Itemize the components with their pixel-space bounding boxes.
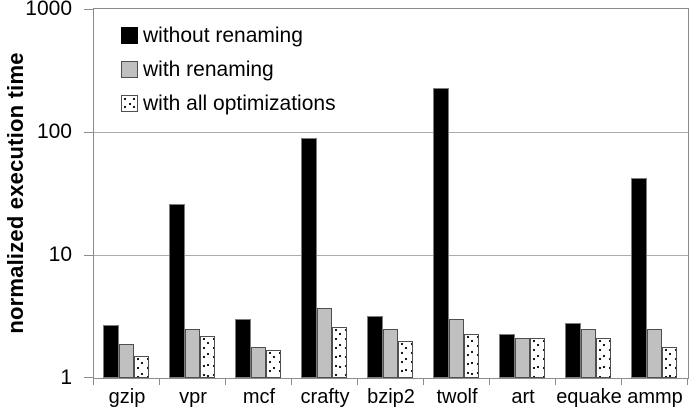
x-tick-label-gzip: gzip: [108, 386, 146, 408]
x-tick-label-crafty: crafty: [300, 386, 350, 408]
y-tick-label-1000: 1000: [25, 0, 72, 20]
x-tick-mark: [621, 379, 622, 385]
bar-equake-with-renaming: [580, 329, 596, 378]
bar-ammp-with-all-optimizations: [661, 346, 678, 378]
gridline-10: [94, 255, 688, 256]
y-tick-label-1: 1: [60, 366, 72, 389]
bar-vpr-with-renaming: [184, 329, 200, 378]
bar-mcf-with-renaming: [250, 346, 266, 378]
y-tick-mark: [84, 377, 94, 378]
bar-twolf-without-renaming: [433, 87, 449, 378]
x-tick-label-bzip2: bzip2: [367, 386, 415, 408]
x-tick-mark: [357, 379, 358, 385]
x-tick-label-mcf: mcf: [242, 386, 276, 408]
x-tick-mark: [291, 379, 292, 385]
legend-swatch-solid-gray-icon: [121, 61, 138, 78]
bar-equake-without-renaming: [565, 323, 581, 378]
x-tick-label-art: art: [511, 386, 535, 408]
x-tick-label-vpr: vpr: [179, 386, 207, 408]
bar-art-with-renaming: [514, 338, 530, 378]
x-tick-mark: [555, 379, 556, 385]
bar-ammp-with-renaming: [646, 329, 662, 378]
bar-bzip2-with-renaming: [382, 329, 398, 378]
bar-bzip2-with-all-optimizations: [397, 340, 414, 378]
x-tick-mark: [159, 379, 160, 385]
x-tick-label-twolf: twolf: [436, 386, 478, 408]
x-tick-mark: [225, 379, 226, 385]
bar-crafty-with-renaming: [316, 308, 332, 378]
bar-twolf-with-renaming: [448, 319, 464, 378]
legend-label: without renaming: [143, 24, 303, 47]
y-tick-label-100: 100: [36, 120, 72, 143]
x-tick-mark: [423, 379, 424, 385]
gridline-100: [94, 132, 688, 133]
legend-swatch-solid-black-icon: [121, 27, 138, 44]
bar-crafty-without-renaming: [301, 137, 317, 378]
legend-item: with renaming: [121, 58, 336, 81]
plot-area: [93, 8, 689, 379]
y-tick-mark: [84, 9, 94, 10]
bar-bzip2-without-renaming: [367, 315, 383, 378]
bar-gzip-with-all-optimizations: [133, 356, 150, 378]
legend-label: with renaming: [143, 58, 274, 81]
bar-gzip-without-renaming: [103, 324, 119, 378]
bar-art-with-all-optimizations: [529, 338, 546, 378]
y-axis-title: normalized execution time: [3, 52, 28, 334]
bar-art-without-renaming: [499, 333, 515, 378]
bar-equake-with-all-optimizations: [595, 338, 612, 378]
y-tick-mark: [84, 255, 94, 256]
bar-vpr-with-all-optimizations: [199, 335, 216, 378]
legend-item: without renaming: [121, 24, 336, 47]
bar-crafty-with-all-optimizations: [331, 326, 348, 378]
bar-gzip-with-renaming: [118, 343, 134, 378]
bar-twolf-with-all-optimizations: [463, 333, 480, 378]
y-tick-mark: [84, 132, 94, 133]
x-tick-label-equake: equake: [556, 386, 622, 408]
legend-item: with all optimizations: [121, 92, 336, 115]
legend-label: with all optimizations: [143, 92, 336, 115]
x-tick-mark: [687, 379, 688, 385]
x-tick-label-ammp: ammp: [627, 386, 683, 408]
x-tick-mark: [93, 379, 94, 385]
legend-swatch-white-dotted-icon: [121, 95, 138, 112]
x-tick-mark: [489, 379, 490, 385]
bar-ammp-without-renaming: [631, 178, 647, 378]
bar-vpr-without-renaming: [169, 203, 185, 378]
y-tick-label-10: 10: [48, 243, 72, 266]
bar-mcf-with-all-optimizations: [265, 349, 282, 378]
legend: without renaming with renaming with all op…: [121, 24, 336, 129]
bar-mcf-without-renaming: [235, 319, 251, 378]
